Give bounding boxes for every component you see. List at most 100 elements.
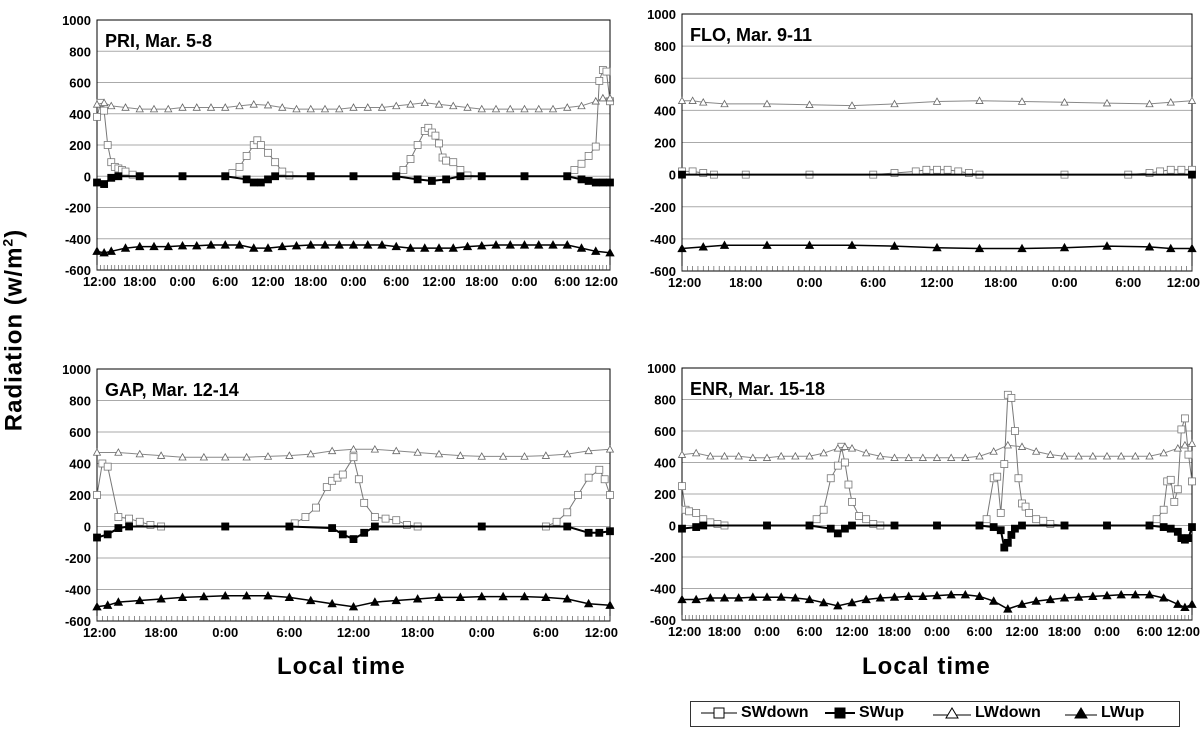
point-swup (349, 172, 358, 181)
point-lwdown (221, 452, 230, 461)
point-swdown (1007, 394, 1016, 402)
point-lwup (1180, 602, 1190, 611)
x-tick-label: 0:00 (212, 625, 238, 640)
point-lwdown (904, 453, 913, 461)
point-lwdown (406, 100, 415, 108)
point-lwdown (861, 448, 871, 457)
point-swup (989, 523, 998, 531)
point-lwdown (598, 93, 608, 102)
x-tick-label: 6:00 (383, 274, 409, 289)
y-tick-label: 200 (654, 487, 676, 502)
point-lwdown (306, 449, 315, 458)
point-lwdown (932, 97, 942, 105)
point-swdown (93, 112, 101, 121)
point-lwdown (677, 450, 687, 458)
point-lwdown (1166, 98, 1175, 106)
point-swdown (1014, 474, 1023, 483)
point-lwup (263, 590, 273, 600)
point-swdown (1184, 450, 1193, 459)
point-swdown (1046, 520, 1055, 528)
point-lwup (534, 240, 544, 249)
point-lwup (320, 240, 330, 249)
point-lwup (377, 240, 387, 249)
y-tick-label: 0 (669, 519, 676, 534)
point-swup (1003, 538, 1012, 547)
point-lwup (306, 595, 316, 605)
legend-swup-marker-icon (825, 707, 855, 719)
point-lwup (974, 591, 985, 600)
point-swup (349, 535, 358, 543)
point-lwdown (548, 104, 558, 113)
point-lwdown (1102, 98, 1112, 107)
y-tick-label: 800 (69, 394, 91, 409)
point-lwup (477, 591, 487, 601)
point-swup (221, 172, 230, 181)
point-lwdown (249, 100, 258, 108)
point-swdown (1181, 414, 1189, 423)
point-lwdown (1131, 451, 1140, 460)
point-lwdown (961, 453, 970, 461)
point-swdown (1166, 475, 1175, 484)
point-lwup (220, 590, 230, 600)
y-tick-label: 600 (69, 425, 91, 440)
point-swup (107, 173, 116, 182)
point-lwdown (975, 451, 984, 460)
y-tick-label: -600 (65, 263, 91, 278)
point-lwup (277, 241, 287, 251)
x-tick-label: 0:00 (511, 274, 537, 289)
legend-lwdown-marker-icon (933, 707, 971, 719)
x-tick-label: 6:00 (796, 624, 822, 639)
point-lwdown (498, 452, 508, 460)
point-lwdown (306, 104, 315, 113)
y-tick-label: 0 (84, 169, 91, 184)
point-swdown (431, 131, 440, 140)
point-lwdown (1173, 444, 1183, 452)
point-lwdown (734, 451, 743, 460)
point-swdown (135, 517, 144, 526)
point-swup (1145, 521, 1154, 530)
point-lwup (135, 595, 145, 605)
point-swdown (271, 158, 280, 167)
point-lwdown (605, 93, 615, 102)
point-swdown (1025, 508, 1033, 517)
point-swup (577, 175, 586, 184)
point-swdown (1011, 427, 1019, 435)
point-lwup (562, 594, 572, 603)
point-swup (221, 522, 230, 531)
point-lwdown (370, 445, 380, 453)
x-tick-label: 0:00 (924, 624, 950, 639)
point-swup (678, 524, 686, 533)
point-swup (477, 172, 486, 181)
point-swup (1060, 521, 1069, 530)
point-lwdown (805, 451, 814, 460)
point-lwup (519, 240, 530, 249)
point-lwup (1017, 599, 1027, 608)
point-lwdown (1060, 451, 1069, 460)
point-lwdown (107, 101, 116, 110)
series-line-swdown (96, 455, 611, 527)
point-swdown (563, 508, 572, 517)
x-tick-label: 18:00 (123, 274, 156, 289)
point-lwup (177, 592, 188, 601)
point-swup (249, 178, 258, 187)
point-lwup (99, 247, 109, 257)
x-axis-label-right: Local time (862, 653, 991, 680)
x-tick-label: 6:00 (212, 274, 238, 289)
point-lwdown (1074, 451, 1083, 460)
point-swup (370, 522, 379, 531)
point-lwup (284, 592, 295, 601)
point-lwdown (1031, 447, 1041, 455)
legend-swup-label: SWup (859, 704, 905, 721)
point-swdown (103, 141, 112, 149)
point-swup (328, 524, 337, 532)
point-swdown (349, 453, 358, 462)
point-lwup (92, 602, 102, 611)
x-tick-label: 6:00 (554, 274, 580, 289)
legend-item-swdown: SWdown (699, 704, 809, 722)
point-lwup (103, 600, 113, 609)
point-lwup (206, 240, 216, 249)
point-lwup (1073, 592, 1084, 601)
point-swup (103, 530, 112, 539)
point-swdown (1152, 515, 1161, 524)
y-tick-label: -200 (65, 551, 91, 566)
